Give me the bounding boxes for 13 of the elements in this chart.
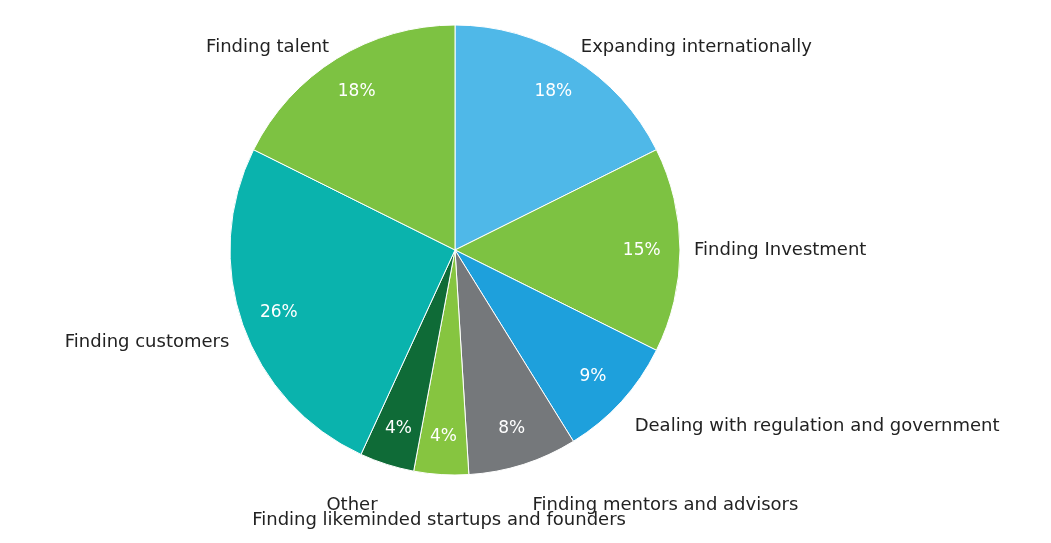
slice-label: Finding talent [206, 34, 330, 56]
data-label: 4% [384, 416, 412, 437]
data-label: 4% [430, 425, 457, 446]
data-label: 9% [579, 364, 607, 385]
data-label: 18% [337, 80, 376, 101]
data-label: 26% [259, 301, 298, 322]
slice-label: Finding customers [64, 329, 230, 351]
slice-label: Expanding internationally [580, 34, 813, 56]
data-label: 18% [534, 80, 573, 101]
slice-label: Dealing with regulation and government [634, 413, 1000, 435]
data-label: 8% [498, 416, 526, 437]
data-label: 15% [622, 239, 661, 259]
slice-label: Finding Investment [694, 238, 867, 259]
